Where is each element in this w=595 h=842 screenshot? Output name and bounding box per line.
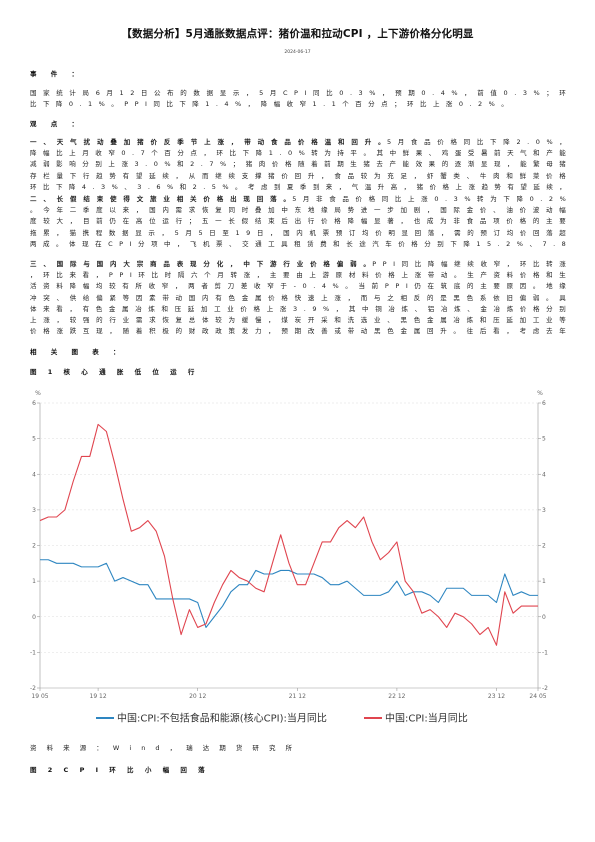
x-tick-label: 20 12 xyxy=(189,693,206,700)
y-unit-right: % xyxy=(537,390,543,397)
y-tick-label-left: 3 xyxy=(32,507,36,514)
y-tick-label-left: 1 xyxy=(32,578,36,585)
y-tick-label-left: -1 xyxy=(30,649,36,656)
y-tick-label-right: 1 xyxy=(542,578,546,585)
report-date: 2024-06-17 xyxy=(284,50,311,55)
figure-1-title: 图 1 核 心 通 胀 低 位 运 行 xyxy=(30,368,199,376)
core-inflation-chart: % % -2 -2 -1 -1 0 0 1 1 2 2 3 3 4 4 5 5 6 6 19 05 19 12 20 12 2… xyxy=(30,390,548,725)
y-tick-label-left: -2 xyxy=(30,685,36,692)
legend-label-core-cpi: 中国:CPI:不包括食品和能源(核心CPI):当月同比 xyxy=(117,712,327,725)
report-title: 【数据分析】5月通胀数据点评：猪价温和拉动CPI ，上下游价格分化明显 xyxy=(121,28,474,40)
y-tick-label-right: 5 xyxy=(542,436,546,443)
view-heading: 观 点 ： xyxy=(30,120,85,128)
point-1-heading: 一 、 天 气 扰 动 叠 加 猪 价 反 季 节 上 涨 ， 带 动 食 品 … xyxy=(30,138,387,146)
core-cpi-line xyxy=(40,559,538,628)
y-tick-label-right: 0 xyxy=(542,614,546,621)
point-2-body: 5 月 非 食 品 价 格 同 比 上 涨 0 . 3 % 转 为 下 降 0 … xyxy=(30,195,568,248)
y-tick-label-left: 4 xyxy=(32,471,36,478)
y-tick-label-right: 4 xyxy=(542,471,546,478)
point-2-paragraph: 二 、 长 假 结 束 使 得 文 旅 业 相 关 价 格 出 现 回 落 。5… xyxy=(30,194,568,250)
x-tick-label: 22 12 xyxy=(388,693,405,700)
y-unit-left: % xyxy=(35,390,41,397)
y-tick-label-left: 0 xyxy=(32,614,36,621)
chart-source: 资 料 来 源 ： W i n d ， 瑞 达 期 货 研 究 所 xyxy=(30,744,297,752)
legend-label-cpi: 中国:CPI:当月同比 xyxy=(385,712,468,725)
point-1-body: 5 月 食 品 价 格 同 比 下 降 2 . 0 % ， 降 幅 比 上 月 … xyxy=(30,138,568,191)
x-tick-label: 19 05 xyxy=(31,693,48,700)
event-heading: 事 件 ： xyxy=(30,70,85,78)
x-tick-label: 21 12 xyxy=(289,693,306,700)
y-tick-label-left: 2 xyxy=(32,543,36,550)
related-charts-heading: 相 关 图 表 ： xyxy=(30,348,126,356)
x-tick-label: 24 05 xyxy=(529,693,546,700)
y-tick-label-right: 2 xyxy=(542,543,546,550)
y-tick-label-right: -2 xyxy=(542,685,548,692)
cpi-line xyxy=(39,423,538,646)
y-tick-label-left: 5 xyxy=(32,436,36,443)
figure-2-title: 图 2 C P I 环 比 小 幅 回 落 xyxy=(30,766,210,774)
y-tick-label-left: 6 xyxy=(32,400,36,407)
point-2-heading: 二 、 长 假 结 束 使 得 文 旅 业 相 关 价 格 出 现 回 落 。 xyxy=(30,195,293,203)
y-tick-label-right: 6 xyxy=(542,400,546,407)
point-3-heading: 三 、 国 际 与 国 内 大 宗 商 品 表 现 分 化 ， 中 下 游 行 … xyxy=(30,260,373,268)
event-paragraph: 国 家 统 计 局 6 月 1 2 日 公 布 的 数 据 显 示 ， 5 月 … xyxy=(30,89,568,109)
x-tick-label: 23 12 xyxy=(488,693,505,700)
y-tick-label-right: 3 xyxy=(542,507,546,514)
point-3-body: P P I 同 比 降 幅 继 续 收 窄 ， 环 比 转 涨 ， 环 比 来 … xyxy=(30,260,568,336)
point-1-paragraph: 一 、 天 气 扰 动 叠 加 猪 价 反 季 节 上 涨 ， 带 动 食 品 … xyxy=(30,137,568,193)
point-3-paragraph: 三 、 国 际 与 国 内 大 宗 商 品 表 现 分 化 ， 中 下 游 行 … xyxy=(30,259,568,337)
y-tick-label-right: -1 xyxy=(542,649,548,656)
x-tick-label: 19 12 xyxy=(90,693,107,700)
